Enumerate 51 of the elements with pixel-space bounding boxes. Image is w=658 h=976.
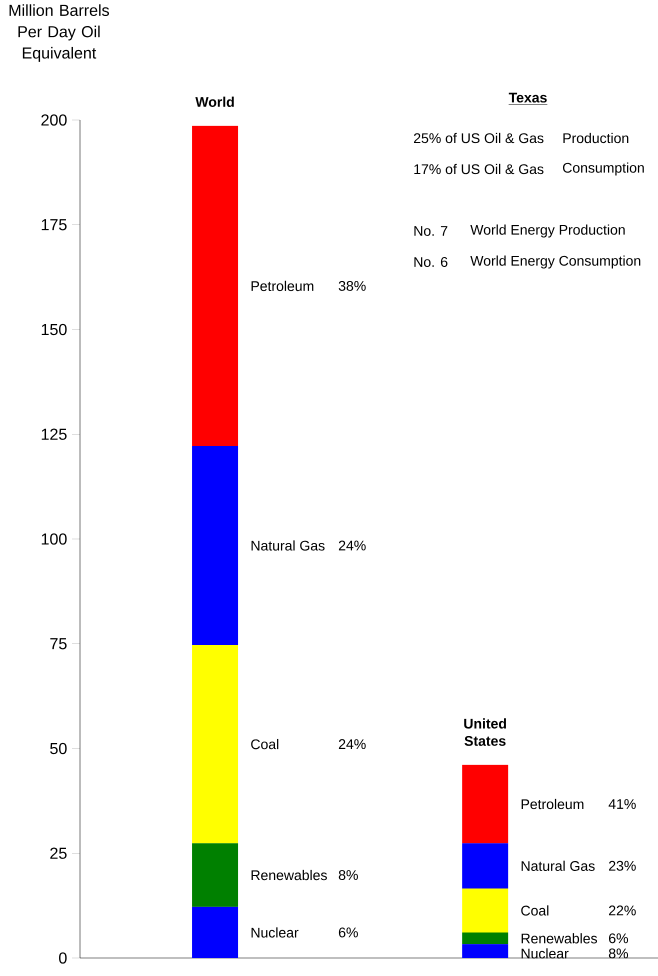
bar [462, 944, 508, 958]
annotation: 25% of US Oil & Gas [414, 132, 544, 144]
annotation: Consumption [562, 162, 644, 176]
series-label: Natural Gas [252, 540, 325, 551]
annotation: 41% [608, 799, 636, 809]
bar [462, 843, 508, 888]
bar [192, 645, 238, 844]
text: Renewables [522, 933, 598, 944]
annotation: 22% [609, 906, 636, 916]
annotation: 8% [338, 870, 358, 880]
bar [192, 126, 238, 446]
series-label: Petroleum [252, 280, 314, 292]
x-tick-label: World [195, 96, 234, 107]
y-tick-label: 175 [42, 219, 67, 230]
annotation: World Energy Consumption [470, 255, 640, 269]
annotation: 38% [338, 280, 366, 291]
y-tick-label: 200 [41, 114, 67, 126]
y-tick-label: 25 [50, 848, 67, 859]
y-tick-label: 75 [50, 638, 67, 650]
text: Texas [508, 92, 547, 103]
text: Nuclear [522, 948, 569, 959]
annotation: 8% [608, 948, 628, 958]
annotation: 6% [338, 927, 358, 938]
y-tick-label: 125 [42, 428, 67, 440]
annotation: World Energy Production [470, 224, 625, 238]
bar [192, 446, 238, 646]
series-label: Nuclear [252, 927, 298, 938]
y-tick-label: 150 [42, 324, 67, 336]
annotation: 17% of US Oil & Gas [414, 164, 544, 174]
bar [462, 932, 508, 944]
annotation: 23% [609, 860, 636, 871]
bar [192, 843, 238, 907]
x-tick-label: United States [464, 718, 506, 746]
y-tick-label: 50 [50, 742, 67, 754]
annotation: 24% [338, 739, 366, 750]
annotation: 6% [609, 933, 628, 944]
text: Coal [521, 905, 548, 916]
annotation: Production [563, 132, 628, 144]
series-label: Coal [251, 738, 278, 750]
bar [462, 888, 508, 932]
bar [462, 764, 508, 844]
y-tick-label: 0 [59, 952, 67, 964]
annotation: 24% [338, 540, 366, 550]
text: Petroleum [522, 798, 584, 810]
y-axis-title: Million Barrels Per Day Oil Equivalent [10, 4, 110, 62]
annotation: No. 7 [414, 226, 448, 236]
series-label: Renewables [252, 870, 327, 880]
text: Natural Gas [522, 860, 595, 871]
bar [192, 906, 238, 958]
annotation: No. 6 [414, 257, 448, 267]
y-tick-label: 100 [42, 533, 67, 545]
